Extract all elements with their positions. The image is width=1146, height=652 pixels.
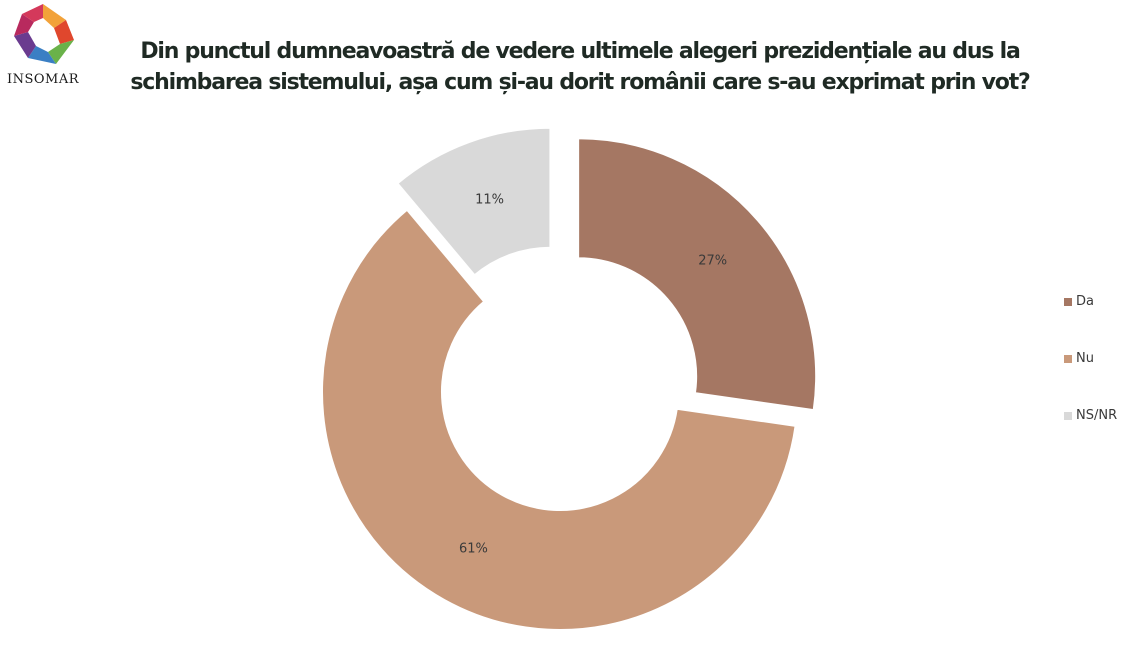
donut-slice-nu xyxy=(321,208,797,631)
donut-slice-da xyxy=(577,137,818,412)
insomar-logo-text: INSOMAR xyxy=(6,72,80,87)
chart-title: Din punctul dumneavoastră de vedere ulti… xyxy=(130,39,1030,95)
legend-label-da: Da xyxy=(1076,294,1094,309)
insomar-logo-icon xyxy=(14,4,74,64)
legend-swatch-ns-nr xyxy=(1064,412,1072,420)
insomar-logo: INSOMAR xyxy=(4,2,82,92)
donut-slice-ns-nr xyxy=(396,126,552,277)
data-label-da: 27% xyxy=(698,254,727,269)
data-label-ns-nr: 11% xyxy=(475,192,504,207)
data-label-nu: 61% xyxy=(459,542,488,557)
legend-label-nu: Nu xyxy=(1076,351,1094,366)
legend-label-ns-nr: NS/NR xyxy=(1076,408,1118,423)
legend-swatch-da xyxy=(1064,298,1072,306)
legend-swatch-nu xyxy=(1064,355,1072,363)
